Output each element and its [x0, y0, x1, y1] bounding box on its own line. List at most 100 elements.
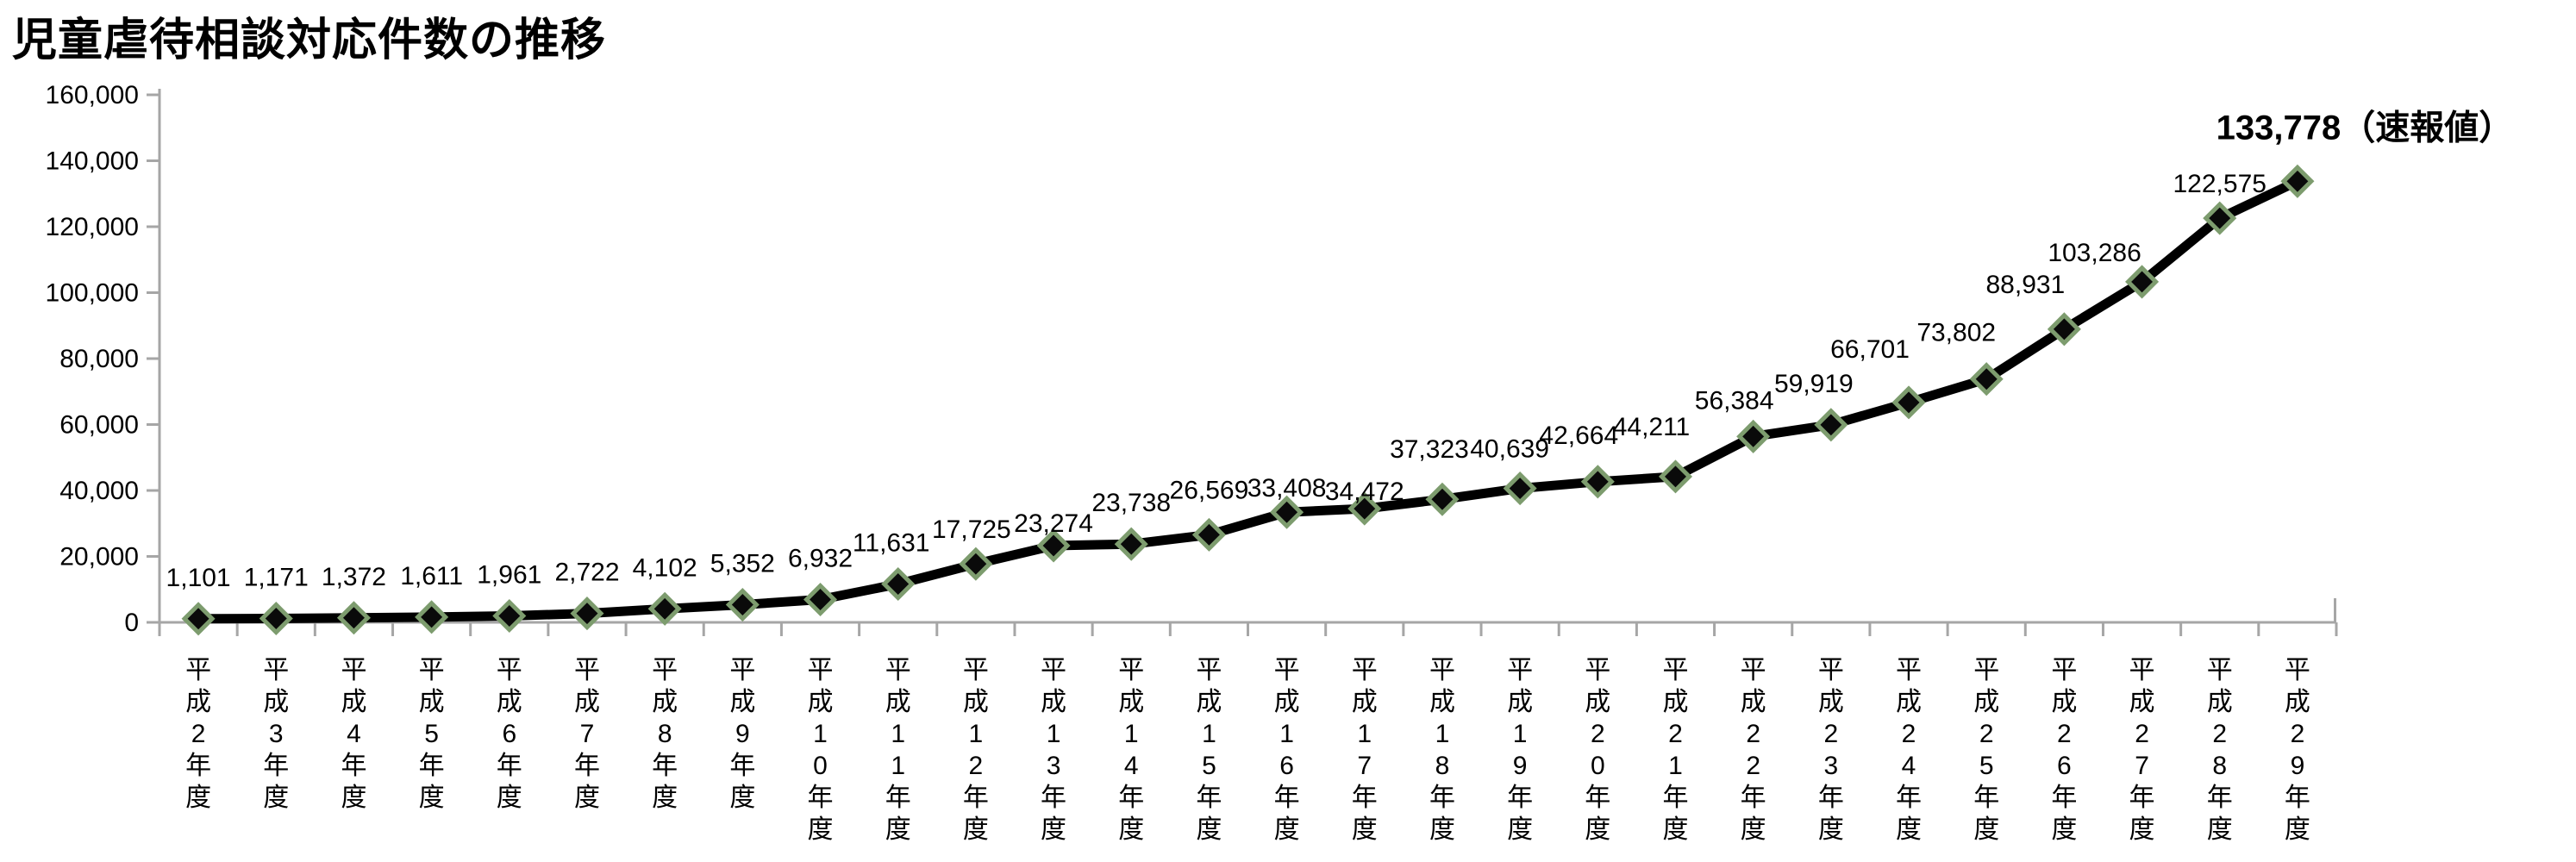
data-label: 23,274: [1014, 509, 1093, 538]
data-label: 73,802: [1916, 319, 1996, 347]
data-point-marker: [1969, 362, 2004, 397]
data-label: 26,569: [1170, 476, 1249, 504]
data-point-marker: [1580, 465, 1615, 499]
data-point-marker: [1270, 495, 1304, 529]
y-tick-label: 0: [124, 609, 139, 637]
y-tick-label: 80,000: [59, 345, 139, 373]
series-line: [193, 176, 2303, 624]
x-category-label: 平成 1 2 年度: [963, 656, 989, 844]
x-category-label: 平成 1 6 年度: [1274, 656, 1300, 844]
data-point-marker: [181, 602, 216, 636]
x-category-label: 平成 1 1 年度: [885, 656, 911, 844]
data-point-marker: [959, 547, 993, 581]
x-category-label: 平成 1 7 年度: [1352, 656, 1378, 844]
data-label: 23,738: [1091, 489, 1171, 517]
x-category-label: 平成 2 0 年度: [1585, 656, 1610, 844]
x-category-label: 平成 2 9 年度: [2285, 656, 2310, 844]
data-label: 2,722: [554, 559, 619, 587]
data-point-marker: [1191, 517, 1226, 552]
x-category-label: 平成 2 2 年度: [1741, 656, 1766, 844]
data-point-marker: [2280, 164, 2315, 198]
data-label: 122,575: [2173, 170, 2267, 198]
data-label: 1,961: [477, 560, 541, 589]
data-point-marker: [803, 582, 838, 617]
data-label: 44,211: [1613, 413, 1691, 441]
data-point-marker: [1736, 419, 1771, 453]
chart-title: 児童虐待相談対応件数の推移: [12, 16, 607, 66]
data-label: 1,372: [322, 563, 386, 591]
data-label: 34,472: [1325, 478, 1404, 506]
x-axis: [158, 598, 2338, 636]
data-label: 1,171: [244, 564, 309, 592]
x-category-label: 平成 8 年度: [652, 656, 678, 812]
data-point-marker: [881, 566, 916, 602]
data-label: 56,384: [1695, 386, 1774, 415]
data-label: 103,286: [2048, 239, 2141, 267]
x-category-label: 平成 6 年度: [497, 656, 522, 812]
data-labels: 1,101 1,171 1,372 1,611 1,961 2,722 4,102 5,352…: [166, 109, 2514, 591]
y-axis-ticks: [147, 93, 159, 624]
x-category-label: 平成 1 3 年度: [1041, 656, 1066, 844]
x-category-label: 平成 2 8 年度: [2207, 656, 2233, 844]
data-label: 40,639: [1470, 435, 1549, 464]
data-point-marker: [415, 600, 449, 634]
data-point-marker: [259, 601, 293, 636]
data-point-marker: [1425, 482, 1460, 516]
y-tick-label: 160,000: [46, 81, 139, 109]
data-point-marker: [336, 601, 371, 635]
x-category-label: 平成 1 0 年度: [808, 656, 834, 844]
data-label: 11,631: [853, 529, 930, 558]
final-data-label: 133,778（速報値）: [2216, 109, 2514, 147]
data-label: 33,408: [1247, 474, 1327, 503]
x-category-label: 平成 1 4 年度: [1118, 656, 1144, 844]
data-label: 59,919: [1774, 370, 1854, 398]
data-label: 4,102: [633, 553, 697, 582]
x-category-label: 平成 7 年度: [574, 656, 600, 812]
data-label: 88,931: [1985, 271, 2065, 299]
data-label: 1,101: [166, 564, 231, 592]
data-label: 66,701: [1830, 335, 1910, 364]
data-label: 6,932: [788, 544, 853, 572]
x-category-label: 平成 2 年度: [185, 656, 211, 812]
data-point-marker: [2125, 265, 2160, 299]
data-label: 42,664: [1539, 422, 1618, 450]
x-category-label: 平成 3 年度: [263, 656, 289, 812]
y-axis-labels: 0 20,000 40,000 60,000 80,000 100,000 120,000 1…: [46, 81, 139, 637]
data-label: 1,611: [400, 562, 463, 590]
data-point-marker: [1814, 408, 1848, 442]
x-axis-labels: 平成 2 年度 平成 3 年度 平成 4 年度 平成 5 年度 平成 6 年度 平成 7 年度 平成 8 年度 平成 9 年度…: [185, 656, 2310, 844]
data-points: [181, 164, 2315, 636]
x-category-label: 平成 2 7 年度: [2129, 656, 2155, 844]
x-category-label: 平成 1 9 年度: [1507, 656, 1533, 844]
data-label: 17,725: [932, 515, 1011, 544]
x-category-label: 平成 2 6 年度: [2051, 656, 2077, 844]
data-label: 37,323: [1390, 435, 1469, 464]
data-point-marker: [2047, 312, 2081, 347]
y-tick-label: 60,000: [59, 411, 139, 440]
data-point-marker: [1114, 527, 1148, 561]
data-point-marker: [1503, 472, 1537, 506]
x-category-label: 平成 1 8 年度: [1429, 656, 1455, 844]
x-category-label: 平成 1 5 年度: [1196, 656, 1222, 844]
data-point-marker: [647, 591, 682, 626]
y-tick-label: 20,000: [59, 543, 139, 572]
x-category-label: 平成 9 年度: [729, 656, 755, 812]
x-category-label: 平成 5 年度: [419, 656, 445, 812]
y-tick-label: 100,000: [46, 279, 139, 308]
data-point-marker: [1891, 385, 1926, 420]
data-point-marker: [570, 597, 604, 631]
y-tick-label: 40,000: [59, 477, 139, 505]
data-label: 5,352: [710, 550, 775, 578]
x-category-label: 平成 2 1 年度: [1662, 656, 1688, 844]
data-point-marker: [2203, 201, 2237, 235]
data-point-marker: [1658, 459, 1693, 494]
x-category-label: 平成 2 3 年度: [1818, 656, 1844, 844]
data-point-marker: [492, 598, 527, 634]
data-point-marker: [1036, 528, 1071, 563]
y-tick-label: 140,000: [46, 147, 139, 176]
y-tick-label: 120,000: [46, 213, 139, 241]
data-point-marker: [725, 587, 760, 622]
data-point-marker: [1347, 491, 1382, 526]
